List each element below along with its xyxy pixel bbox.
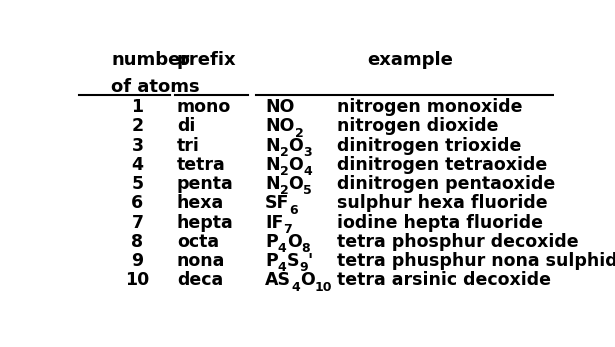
Text: 5: 5 — [132, 175, 143, 193]
Text: 10: 10 — [125, 271, 149, 289]
Text: N: N — [265, 156, 280, 174]
Text: 4: 4 — [132, 156, 143, 174]
Text: tri: tri — [177, 137, 200, 154]
Text: sulphur hexa fluoride: sulphur hexa fluoride — [336, 194, 547, 212]
Text: P: P — [265, 233, 278, 251]
Text: 7: 7 — [284, 223, 292, 236]
Text: 2: 2 — [295, 127, 303, 140]
Text: dinitrogen tetraoxide: dinitrogen tetraoxide — [336, 156, 547, 174]
Text: dinitrogen trioxide: dinitrogen trioxide — [336, 137, 521, 154]
Text: di: di — [177, 117, 196, 135]
Text: O: O — [300, 271, 315, 289]
Text: NO: NO — [265, 117, 295, 135]
Text: 3: 3 — [303, 146, 312, 159]
Text: hepta: hepta — [177, 213, 234, 231]
Text: octa: octa — [177, 233, 219, 251]
Text: N: N — [265, 175, 280, 193]
Text: deca: deca — [177, 271, 223, 289]
Text: tetra phosphur decoxide: tetra phosphur decoxide — [336, 233, 578, 251]
Text: 2: 2 — [280, 146, 288, 159]
Text: dinitrogen pentaoxide: dinitrogen pentaoxide — [336, 175, 555, 193]
Text: tetra: tetra — [177, 156, 226, 174]
Text: 6: 6 — [290, 204, 298, 217]
Text: P: P — [265, 252, 278, 270]
Text: nitrogen dioxide: nitrogen dioxide — [336, 117, 498, 135]
Text: 2: 2 — [280, 165, 288, 178]
Text: number: number — [111, 51, 189, 69]
Text: 9: 9 — [299, 261, 308, 274]
Text: 6: 6 — [132, 194, 143, 212]
Text: iodine hepta fluoride: iodine hepta fluoride — [336, 213, 542, 231]
Text: 4: 4 — [291, 281, 300, 294]
Text: mono: mono — [177, 98, 231, 116]
Text: of atoms: of atoms — [111, 78, 200, 96]
Text: 8: 8 — [301, 242, 310, 255]
Text: O: O — [288, 156, 303, 174]
Text: 4: 4 — [278, 261, 287, 274]
Text: 4: 4 — [278, 242, 287, 255]
Text: tetra phusphur nona sulphide: tetra phusphur nona sulphide — [336, 252, 615, 270]
Text: 5: 5 — [303, 184, 312, 197]
Text: 2: 2 — [132, 117, 143, 135]
Text: S: S — [287, 252, 299, 270]
Text: O: O — [288, 175, 303, 193]
Text: O: O — [288, 137, 303, 154]
Text: tetra arsinic decoxide: tetra arsinic decoxide — [336, 271, 550, 289]
Text: example: example — [368, 51, 453, 69]
Text: 8: 8 — [132, 233, 143, 251]
Text: nona: nona — [177, 252, 225, 270]
Text: 1: 1 — [132, 98, 143, 116]
Text: hexa: hexa — [177, 194, 224, 212]
Text: AS: AS — [265, 271, 291, 289]
Text: 9: 9 — [132, 252, 143, 270]
Text: 10: 10 — [315, 281, 332, 294]
Text: penta: penta — [177, 175, 234, 193]
Text: O: O — [287, 233, 301, 251]
Text: ': ' — [308, 252, 313, 270]
Text: prefix: prefix — [177, 51, 237, 69]
Text: IF: IF — [265, 213, 284, 231]
Text: 3: 3 — [132, 137, 143, 154]
Text: N: N — [265, 137, 280, 154]
Text: 4: 4 — [303, 165, 312, 178]
Text: NO: NO — [265, 98, 295, 116]
Text: nitrogen monoxide: nitrogen monoxide — [336, 98, 522, 116]
Text: 7: 7 — [132, 213, 143, 231]
Text: 2: 2 — [280, 184, 288, 197]
Text: SF: SF — [265, 194, 290, 212]
